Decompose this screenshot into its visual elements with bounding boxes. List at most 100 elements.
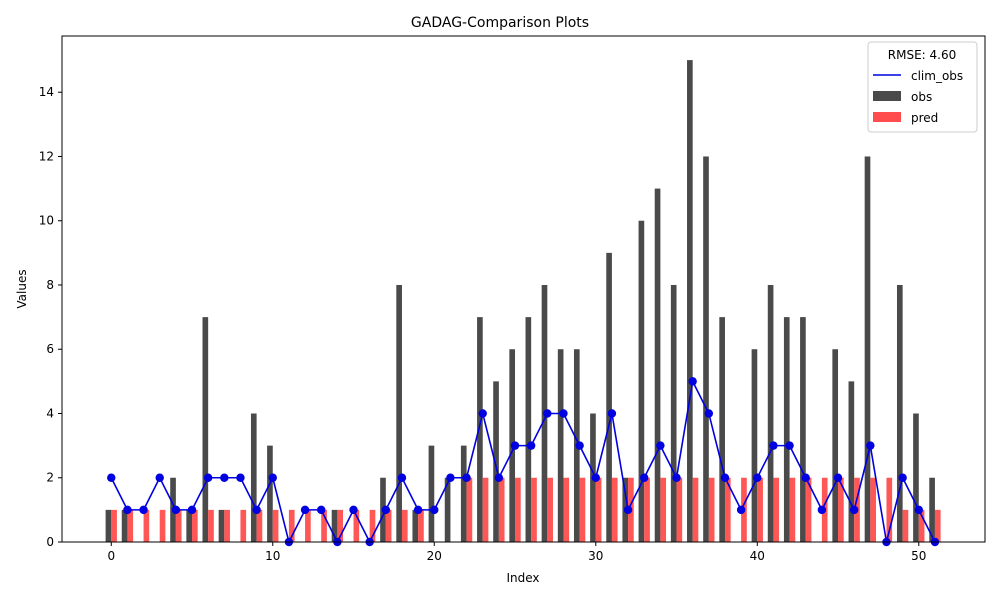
pred-bar (676, 477, 683, 542)
pred-bar (127, 509, 134, 542)
pred-bar (111, 509, 117, 542)
clim-obs-point (236, 473, 245, 482)
legend-obs-swatch (873, 91, 901, 101)
clim-obs-point (203, 473, 213, 482)
clim-obs-point (171, 505, 181, 515)
obs-bar (186, 509, 193, 542)
x-tick-label: 40 (750, 549, 765, 563)
pred-bar (418, 509, 424, 542)
clim-obs-point (413, 505, 423, 515)
legend-frame (867, 41, 978, 133)
obs-bar (606, 252, 612, 542)
obs-bar (267, 445, 273, 542)
legend-pred-swatch (873, 112, 901, 122)
obs-bar (218, 509, 225, 542)
pred-bar (385, 509, 392, 542)
obs-bar (638, 220, 645, 542)
pred-bar (805, 477, 812, 542)
clim-obs-point (446, 473, 455, 482)
clim-obs-point (607, 409, 617, 418)
obs-bar (913, 413, 919, 542)
pred-bar (724, 477, 731, 542)
pred-bar (175, 509, 182, 542)
y-axis-label: Values (15, 269, 29, 308)
pred-bar (515, 477, 521, 542)
x-tick-label: 30 (588, 549, 603, 563)
clim-obs-point (785, 441, 794, 450)
pred-bar (224, 509, 230, 542)
clim-obs-point (349, 505, 358, 515)
obs-bar (848, 381, 855, 542)
obs-bar (800, 317, 806, 542)
pred-bar (757, 477, 763, 542)
pred-bar (563, 477, 570, 542)
clim-obs-point (559, 409, 568, 418)
pred-bar (466, 477, 473, 542)
x-axis-label: Index (506, 571, 539, 585)
pred-bar (579, 477, 586, 542)
clim-obs-point (220, 473, 229, 482)
pred-bar (918, 509, 925, 542)
clim-obs-point (462, 473, 471, 482)
clim-obs-point (753, 473, 762, 482)
clim-obs-point (866, 441, 875, 450)
clim-obs-point (575, 441, 584, 450)
pred-bar (644, 477, 650, 542)
pred-bar (272, 509, 279, 542)
pred-bar (192, 509, 198, 542)
legend-title: RMSE: 4.60 (888, 48, 956, 62)
pred-bar (305, 509, 311, 542)
pred-bar (498, 477, 505, 542)
obs-bar (832, 349, 839, 542)
x-tick-label: 0 (107, 549, 115, 563)
pred-bar (870, 477, 876, 542)
pred-bar (934, 509, 941, 542)
obs-bar (477, 317, 483, 542)
clim-obs-point (317, 505, 326, 515)
clim-obs-point (833, 473, 843, 482)
pred-bar (773, 477, 780, 542)
obs-bar (493, 381, 499, 542)
legend-pred-label: pred (911, 111, 938, 125)
obs-bar (121, 509, 128, 542)
y-tick-label: 14 (39, 85, 54, 99)
pred-bar (611, 477, 618, 542)
obs-bar (428, 445, 435, 542)
clim-obs-point (640, 473, 649, 482)
legend-obs-label: obs (911, 90, 932, 104)
obs-bar (767, 284, 774, 542)
plot-frame (61, 35, 986, 543)
obs-bar (331, 509, 338, 542)
clim-obs-point (123, 505, 132, 515)
clim-obs-point (898, 473, 907, 482)
clim-obs-point (720, 473, 730, 482)
pred-bar (708, 477, 715, 542)
clim-obs-point (139, 505, 148, 515)
clim-obs-point (704, 409, 714, 418)
obs-bar (525, 317, 532, 542)
clim-obs-point (526, 441, 536, 450)
y-tick-label: 12 (39, 149, 54, 163)
clim-obs-point (430, 505, 439, 515)
obs-bar (444, 477, 451, 542)
y-tick-label: 6 (46, 342, 54, 356)
clim-obs-point (397, 473, 407, 482)
obs-bar (202, 317, 209, 542)
pred-bar (288, 509, 295, 542)
clim-obs-point (914, 505, 923, 515)
clim-obs-point (187, 505, 197, 515)
pred-bar (240, 509, 247, 542)
pred-bar (208, 509, 214, 542)
pred-bar (902, 509, 909, 542)
pred-bar (660, 477, 667, 542)
pred-bar (369, 509, 376, 542)
pred-bar (531, 477, 537, 542)
obs-bar (396, 284, 402, 542)
clim-obs-point (688, 377, 697, 386)
y-tick-label: 0 (46, 535, 54, 549)
obs-bar (670, 284, 677, 542)
y-tick-label: 4 (46, 406, 54, 420)
x-tick-label: 50 (911, 549, 926, 563)
pred-bar (838, 477, 844, 542)
